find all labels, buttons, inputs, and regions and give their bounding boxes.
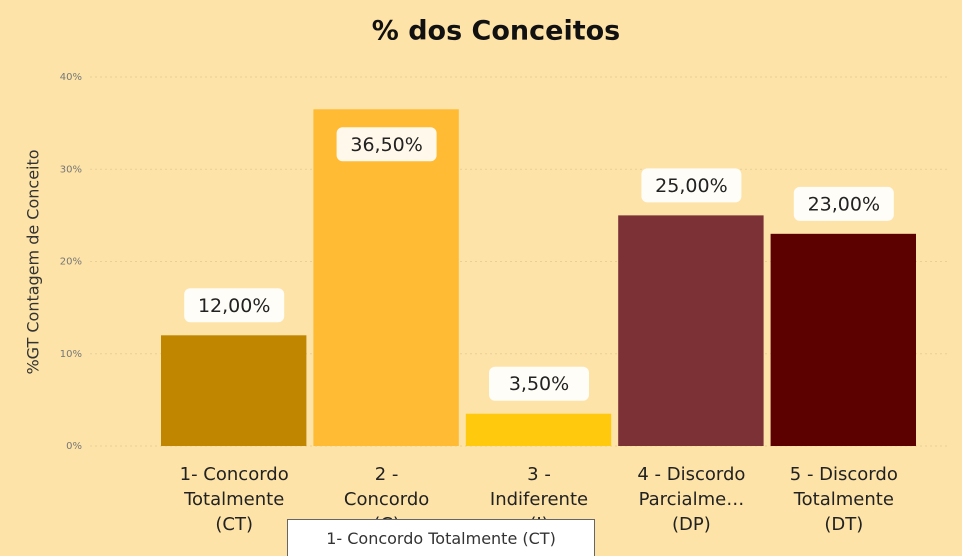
- data-label: 23,00%: [808, 193, 880, 215]
- data-label: 12,00%: [198, 295, 270, 317]
- y-tick-label: 30%: [60, 164, 82, 175]
- data-label-box: [641, 168, 742, 203]
- x-tick-label: 4 - Discordo Parcialme… (DP): [637, 464, 746, 535]
- data-label-box: [489, 366, 589, 401]
- tooltip: 1- Concordo Totalmente (CT): [287, 519, 595, 556]
- data-label-box: [793, 186, 894, 221]
- y-tick-label: 20%: [60, 257, 82, 268]
- bar: [618, 215, 764, 446]
- bar: [313, 109, 459, 446]
- bar: [770, 233, 916, 446]
- x-tick-label: 5 - Discordo Totalmente (DT): [789, 464, 898, 535]
- bar: [161, 335, 307, 446]
- y-tick-label: 10%: [60, 349, 82, 360]
- data-label-box: [184, 288, 285, 323]
- data-label: 25,00%: [655, 175, 727, 197]
- data-label-box: [336, 127, 437, 162]
- data-label: 3,50%: [509, 373, 569, 395]
- x-tick-label: 1- Concordo Totalmente (CT): [179, 464, 289, 535]
- y-axis-label: %GT Contagem de Conceito: [24, 149, 43, 374]
- data-label: 36,50%: [350, 134, 422, 156]
- chart-title: % dos Conceitos: [372, 16, 620, 47]
- bar: [465, 413, 612, 446]
- y-tick-label: 0%: [66, 441, 82, 452]
- y-tick-label: 40%: [60, 72, 82, 83]
